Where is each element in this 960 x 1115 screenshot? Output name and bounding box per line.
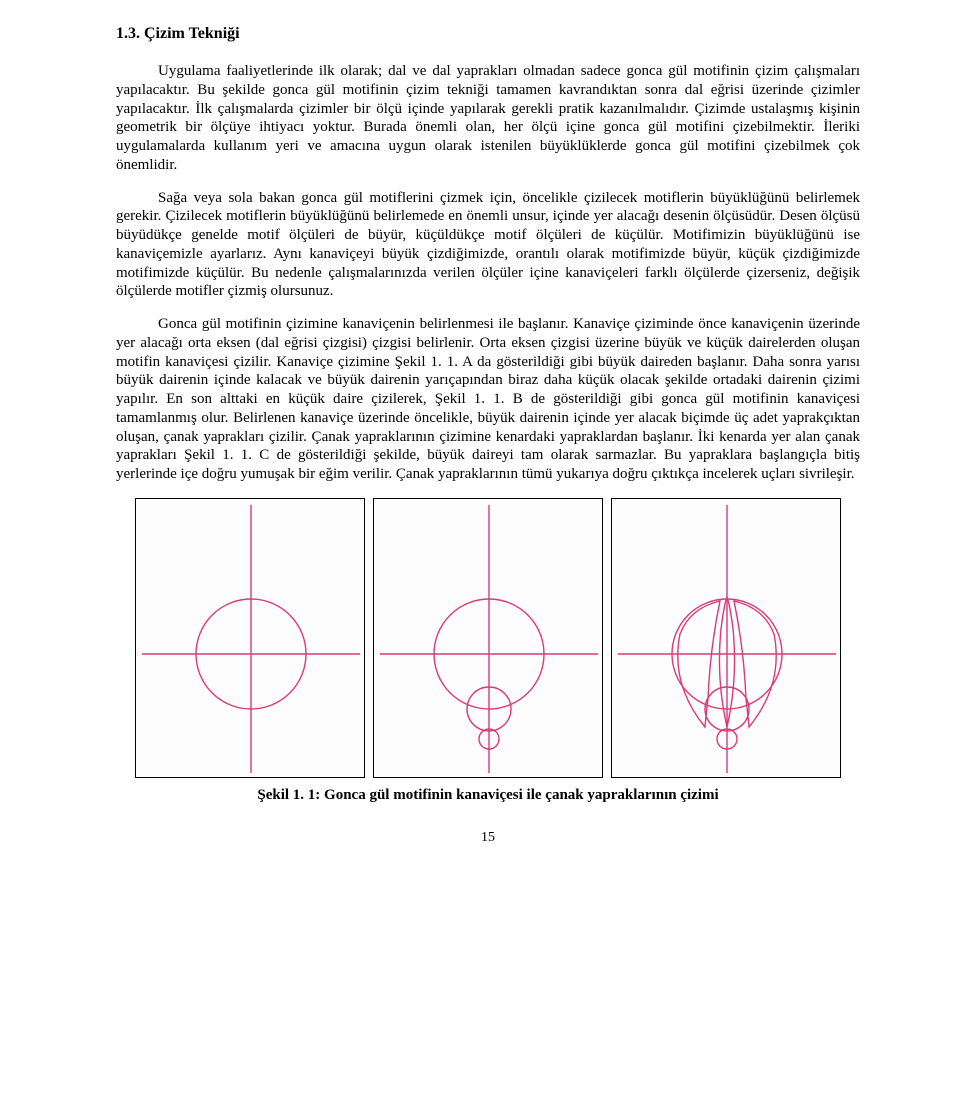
paragraph-1: Uygulama faaliyetlerinde ilk olarak; dal… [116,62,860,175]
diagram-c-icon [612,499,842,779]
section-heading: 1.3. Çizim Tekniği [116,24,860,44]
diagram-a-icon [136,499,366,779]
paragraph-3: Gonca gül motifinin çizimine kanaviçenin… [116,315,860,484]
document-page: 1.3. Çizim Tekniği Uygulama faaliyetleri… [0,0,960,1115]
figure-panel-b [373,498,603,778]
figure-panel-a [135,498,365,778]
paragraph-2: Sağa veya sola bakan gonca gül motifleri… [116,189,860,302]
diagram-b-icon [374,499,604,779]
figure-panel-c [611,498,841,778]
figure-caption: Şekil 1. 1: Gonca gül motifinin kanaviçe… [116,786,860,805]
figure-row [116,498,860,778]
page-number: 15 [116,829,860,847]
